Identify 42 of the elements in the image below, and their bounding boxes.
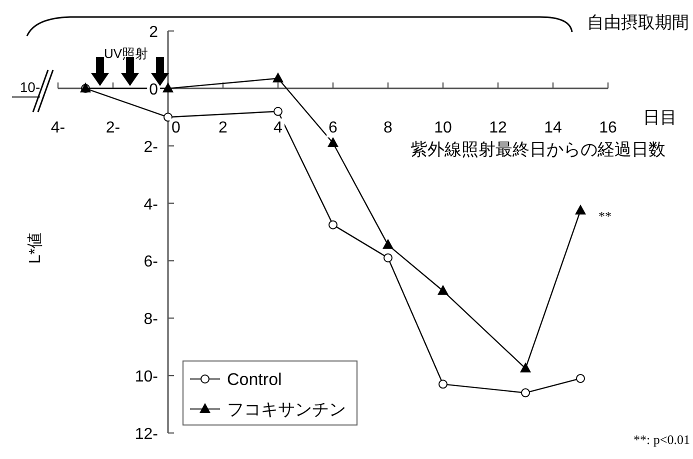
text: 10- xyxy=(20,79,40,95)
y-axis-title: L*値 xyxy=(27,232,44,264)
annotation: ** xyxy=(598,208,612,224)
text: **: p<0.01 xyxy=(634,432,690,447)
point xyxy=(384,253,392,262)
point xyxy=(575,204,586,214)
point xyxy=(328,220,338,230)
point xyxy=(328,136,338,147)
y-tick-label: 4- xyxy=(144,196,158,214)
point xyxy=(274,106,282,116)
x-tick-label: 10 xyxy=(434,119,452,136)
x-tick-label: 14 xyxy=(544,119,562,136)
y-tick-label: 2 xyxy=(149,24,158,41)
y-tick-label: 6- xyxy=(144,254,158,271)
point xyxy=(164,112,172,122)
x-tick-label: 4 xyxy=(274,119,283,136)
point xyxy=(438,284,448,295)
x-tick-label: 2- xyxy=(106,119,120,136)
y-tick-label: 2- xyxy=(144,138,158,156)
point xyxy=(272,72,284,82)
point xyxy=(382,238,394,249)
point xyxy=(162,82,174,92)
point xyxy=(520,362,531,372)
point xyxy=(521,388,530,398)
y-tick-label: 12- xyxy=(134,426,158,443)
x-axis-title: 紫外線照射最終日からの経過日数 xyxy=(410,140,666,159)
annotation: 自由摂取期間 xyxy=(587,13,689,32)
x-tick-label: 2 xyxy=(218,119,228,136)
text: 日目 xyxy=(643,108,677,127)
y-tick-label: 0 xyxy=(149,81,158,98)
legend-label: フコキサンチン xyxy=(227,400,346,419)
legend-label: Control xyxy=(227,370,282,389)
x-tick-label: 0 xyxy=(172,119,181,136)
point xyxy=(576,374,585,383)
y-tick-label: 8- xyxy=(144,311,158,328)
x-tick-label: 12 xyxy=(489,119,507,136)
x-tick-label: 16 xyxy=(599,119,617,136)
point xyxy=(438,380,448,389)
y-tick-label: 10- xyxy=(134,368,158,386)
x-tick-label: 6 xyxy=(328,119,338,136)
x-tick-label: 4- xyxy=(50,119,66,136)
x-tick-label: 8 xyxy=(384,119,393,136)
